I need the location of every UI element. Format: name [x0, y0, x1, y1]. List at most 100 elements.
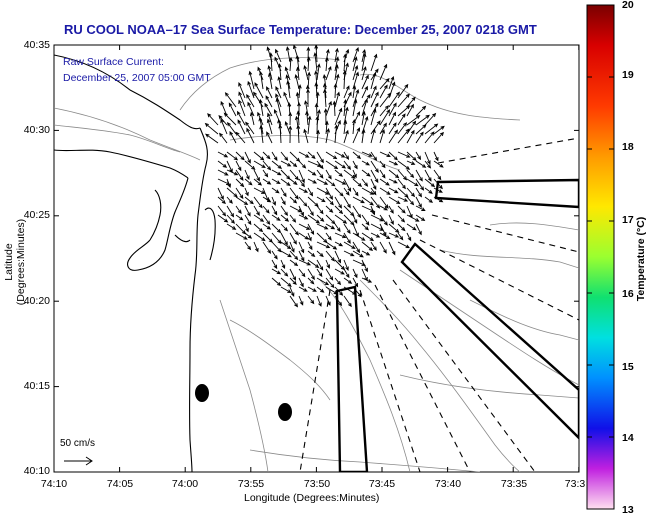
- current-vector: [352, 169, 357, 179]
- current-vector: [307, 268, 315, 281]
- current-vector: [244, 178, 253, 186]
- current-vector: [253, 214, 265, 222]
- current-vector: [249, 111, 255, 126]
- current-vector: [266, 86, 273, 99]
- current-vector: [388, 223, 400, 233]
- x-tick-label: 73:35: [500, 478, 528, 490]
- current-vector: [424, 151, 431, 165]
- current-vector: [379, 122, 387, 135]
- current-vector: [271, 250, 278, 260]
- current-vector: [343, 196, 351, 209]
- current-vector: [424, 178, 436, 188]
- x-tick-label: 73:3: [564, 478, 586, 490]
- current-vector: [244, 223, 249, 233]
- current-vector: [379, 78, 390, 90]
- colorbar-tick-label: 19: [622, 69, 634, 81]
- current-vector: [379, 109, 391, 126]
- current-vector: [271, 232, 282, 245]
- current-vector: [361, 232, 375, 242]
- current-vector: [343, 232, 351, 244]
- current-vector: [307, 277, 315, 285]
- station-marker: [195, 384, 209, 402]
- current-vector: [226, 169, 239, 176]
- current-vector: [288, 111, 293, 126]
- colorbar-tick-label: 18: [622, 141, 634, 153]
- current-vector: [388, 178, 398, 184]
- current-vector: [247, 80, 255, 99]
- current-vector: [406, 214, 420, 222]
- current-vector: [289, 268, 296, 281]
- current-vector: [266, 118, 273, 135]
- current-vector: [433, 169, 442, 181]
- current-vector: [244, 205, 251, 217]
- current-vector: [262, 214, 271, 225]
- current-vector: [253, 151, 265, 161]
- current-vector: [332, 100, 337, 117]
- current-vector: [325, 48, 330, 63]
- current-vector: [406, 151, 417, 162]
- current-vector: [217, 214, 229, 223]
- current-vector: [298, 160, 307, 169]
- current-vector: [406, 196, 415, 206]
- plot-frame: [53, 44, 580, 473]
- current-vector: [397, 105, 411, 117]
- current-vector: [361, 241, 374, 252]
- colorbar: [586, 4, 615, 510]
- current-vector: [334, 268, 345, 275]
- current-vector: [289, 214, 297, 223]
- current-vector: [325, 250, 335, 262]
- current-vector: [298, 295, 304, 306]
- current-vector: [352, 160, 358, 170]
- current-vector: [361, 52, 367, 72]
- current-vector: [217, 151, 229, 158]
- current-vector: [388, 160, 399, 166]
- current-vector: [343, 250, 355, 257]
- current-vector: [334, 178, 347, 185]
- current-vector: [314, 70, 318, 90]
- current-vector: [325, 100, 332, 117]
- current-vector: [217, 196, 226, 204]
- current-vector: [334, 56, 340, 72]
- current-vector: [388, 241, 396, 256]
- current-vector: [334, 205, 344, 215]
- current-vector: [298, 250, 305, 262]
- current-vector: [370, 91, 379, 108]
- current-vector: [406, 232, 412, 242]
- current-vector: [207, 113, 219, 126]
- current-vector: [226, 178, 231, 189]
- current-vector: [229, 130, 237, 144]
- current-vector: [307, 232, 312, 242]
- colorbar-label: Temperature (°C): [635, 216, 647, 302]
- current-vector: [235, 160, 242, 172]
- current-vector: [244, 187, 249, 197]
- current-vector: [325, 65, 332, 81]
- current-vector: [379, 241, 387, 254]
- current-vector: [226, 205, 235, 218]
- current-vector: [424, 112, 437, 126]
- current-vector: [277, 76, 282, 90]
- current-vector: [388, 75, 395, 90]
- current-vector: [314, 102, 319, 117]
- current-vector: [325, 232, 332, 241]
- current-vector: [361, 223, 369, 231]
- current-vector: [313, 52, 318, 72]
- current-vector: [352, 85, 357, 99]
- x-axis-label: Longitude (Degrees:Minutes): [244, 492, 380, 504]
- current-vector: [334, 187, 344, 197]
- sampling-polygons: [335, 178, 579, 472]
- current-vector: [289, 250, 299, 261]
- current-vector: [370, 128, 376, 144]
- current-vector: [298, 241, 305, 254]
- current-vector: [288, 125, 293, 144]
- current-vector: [271, 205, 278, 216]
- current-vector: [343, 268, 350, 279]
- current-vector: [280, 187, 287, 198]
- colorbar-ticks: [587, 4, 614, 510]
- current-vector: [397, 214, 406, 223]
- current-vector: [220, 118, 228, 135]
- x-tick-label: 74:00: [171, 478, 199, 490]
- current-vector: [278, 124, 283, 144]
- current-vector: [271, 187, 280, 194]
- current-vector: [235, 232, 248, 240]
